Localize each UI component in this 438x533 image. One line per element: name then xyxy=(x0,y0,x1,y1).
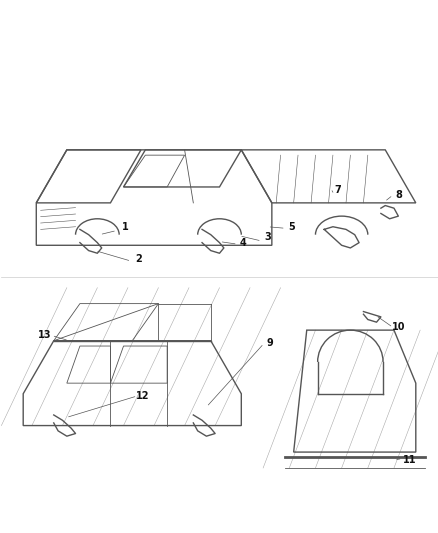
Text: 8: 8 xyxy=(394,190,401,200)
Text: 10: 10 xyxy=(391,322,404,333)
Text: 12: 12 xyxy=(136,391,149,401)
Text: 7: 7 xyxy=(333,184,340,195)
Text: 2: 2 xyxy=(135,254,142,263)
Text: 9: 9 xyxy=(266,338,272,349)
Text: 3: 3 xyxy=(264,232,270,243)
Text: 4: 4 xyxy=(240,238,246,248)
Text: 1: 1 xyxy=(122,222,129,232)
Text: 11: 11 xyxy=(402,455,415,465)
Text: 5: 5 xyxy=(287,222,294,232)
Text: 13: 13 xyxy=(38,330,52,341)
